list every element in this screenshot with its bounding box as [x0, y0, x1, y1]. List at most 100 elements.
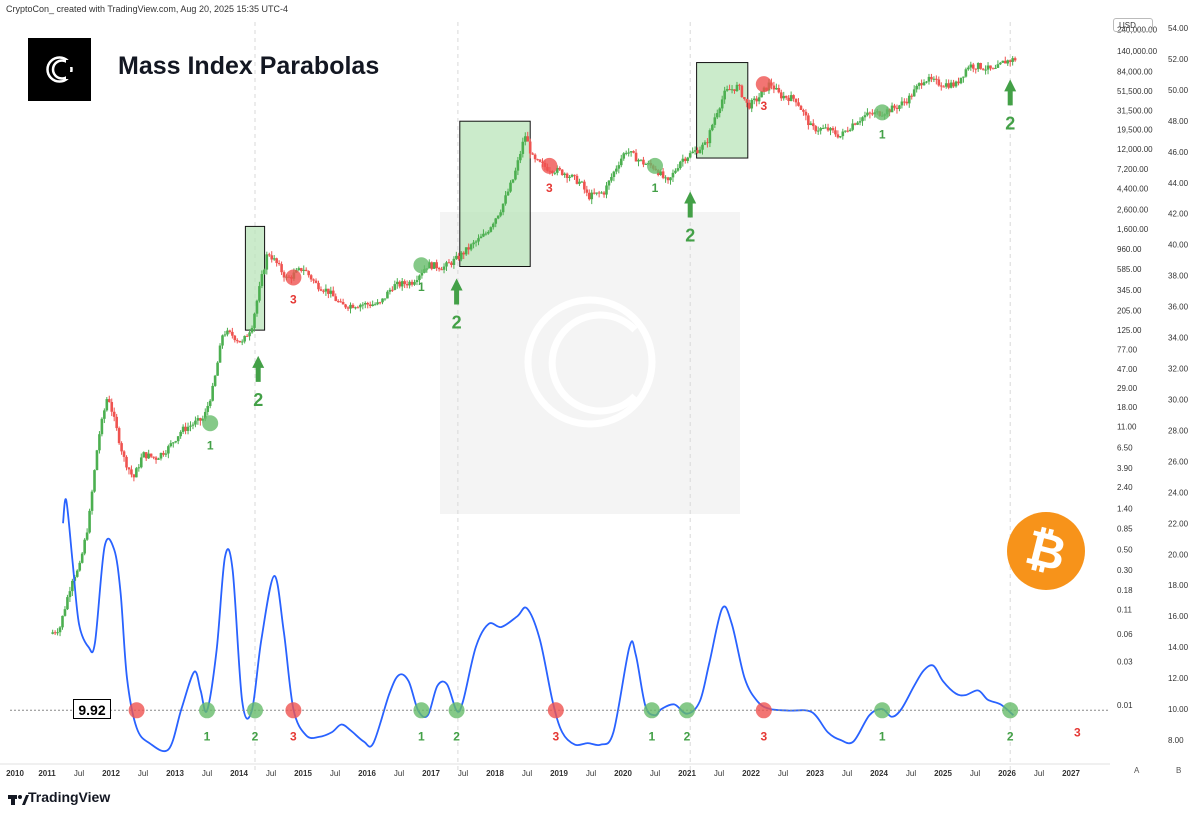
mass-tick-2: 50.00: [1168, 86, 1189, 95]
candle-body: [440, 269, 443, 271]
candle-body: [282, 272, 286, 278]
price-tick-20: 11.00: [1117, 423, 1137, 432]
tv-logo-dot: [18, 795, 22, 799]
candle-body: [228, 330, 232, 332]
candle-body: [484, 233, 488, 235]
candle-body: [772, 85, 776, 90]
candle-body: [971, 64, 975, 69]
candle-body: [927, 76, 931, 82]
threshold-label-10: 1: [879, 729, 886, 743]
candle-body: [671, 172, 675, 178]
candle-body: [354, 307, 357, 309]
time-tick-14: Jul: [458, 769, 468, 778]
candle-body: [954, 81, 958, 87]
candle-body: [142, 452, 146, 458]
candle-body: [853, 123, 857, 125]
threshold-marker-10: [874, 702, 891, 719]
candle-body: [831, 128, 835, 131]
candle-body: [506, 191, 510, 196]
price-markers: 1 3 1 3 1 3 1: [202, 76, 891, 452]
candle-body: [693, 150, 697, 152]
candle-body: [920, 83, 923, 86]
candle-body: [322, 290, 325, 292]
threshold-label-7: 1: [648, 729, 655, 743]
candle-body: [944, 83, 948, 87]
currency-label[interactable]: USD: [1113, 18, 1153, 32]
candle-body: [789, 95, 793, 102]
candle-body: [775, 87, 778, 90]
threshold-marker-7: [643, 702, 660, 719]
candle-body: [75, 570, 79, 577]
candle-body: [107, 399, 111, 403]
threshold-marker-9: [755, 702, 772, 719]
candle-body: [418, 275, 421, 281]
candle-body: [858, 121, 862, 123]
price-marker-label-1: 3: [290, 293, 297, 307]
candle-body: [499, 212, 502, 216]
candle-body: [688, 153, 692, 158]
price-tick-5: 19,500.00: [1117, 125, 1153, 134]
candle-body: [275, 258, 278, 264]
candle-body: [432, 262, 436, 269]
candle-body: [474, 241, 478, 243]
candle-body: [979, 63, 982, 69]
threshold-label-2: 2: [252, 729, 259, 743]
auto-scale-button[interactable]: A: [1134, 766, 1140, 775]
tv-logo-stem: [11, 795, 15, 805]
cryptocon-logo-icon: [28, 38, 91, 101]
candle-body: [255, 300, 259, 314]
price-marker-5: [755, 76, 772, 93]
price-tick-25: 0.85: [1117, 524, 1133, 533]
candle-body: [696, 150, 699, 154]
candle-body: [898, 105, 901, 109]
candle-body: [533, 154, 537, 160]
mass-tick-4: 46.00: [1168, 148, 1189, 157]
candle-body: [585, 189, 589, 193]
candle-body: [947, 83, 950, 88]
candle-body: [85, 532, 89, 540]
candle-body: [186, 426, 190, 431]
candle-body: [1001, 60, 1005, 63]
watermark-c: [548, 311, 638, 415]
price-tick-31: 0.03: [1117, 657, 1133, 666]
candle-body: [393, 284, 397, 290]
candle-body: [907, 95, 911, 104]
candle-body: [624, 152, 628, 154]
candle-body: [78, 562, 82, 571]
candle-body: [154, 457, 158, 460]
candle-body: [491, 223, 495, 228]
threshold-label-1: 1: [204, 729, 211, 743]
candle-body: [378, 302, 382, 304]
candle-body: [703, 142, 707, 145]
candle-body: [479, 236, 483, 239]
candle-body: [804, 111, 808, 116]
candle-body: [309, 275, 313, 280]
time-tick-28: Jul: [906, 769, 916, 778]
price-marker-label-2: 1: [418, 280, 425, 294]
tradingview-brand-text: TradingView: [28, 789, 111, 805]
candle-body: [681, 158, 685, 162]
price-marker-0: [202, 415, 219, 432]
candle-body: [895, 107, 899, 109]
mass-tick-21: 12.00: [1168, 674, 1189, 683]
candle-body: [376, 302, 379, 305]
price-tick-27: 0.30: [1117, 566, 1133, 575]
candle-body: [558, 167, 562, 170]
scale-b-button[interactable]: B: [1176, 766, 1182, 775]
time-tick-6: Jul: [202, 769, 212, 778]
time-tick-1: 2011: [38, 769, 56, 778]
candle-body: [826, 127, 830, 131]
candle-body: [863, 115, 867, 118]
candle-body: [194, 420, 197, 425]
candle-body: [53, 632, 57, 634]
candle-body: [398, 281, 402, 287]
candle-body: [299, 268, 303, 271]
candle-body: [915, 85, 918, 90]
price-tick-28: 0.18: [1117, 586, 1133, 595]
candle-body: [629, 151, 633, 153]
time-tick-15: 2018: [486, 769, 504, 778]
candle-body: [669, 177, 672, 181]
candle-body: [587, 192, 591, 200]
candle-body: [267, 254, 271, 256]
candle-body: [248, 332, 251, 337]
